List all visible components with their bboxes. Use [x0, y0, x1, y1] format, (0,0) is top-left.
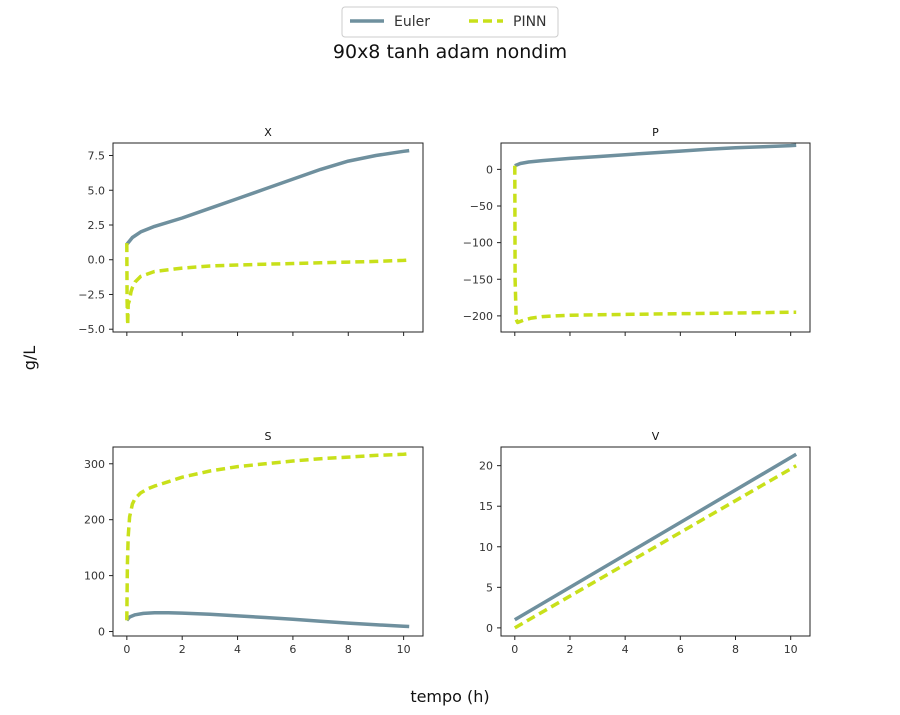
panel-title-s: S — [265, 430, 272, 443]
series-euler-line-v — [513, 452, 798, 622]
panel-title-v: V — [652, 430, 660, 443]
x-tick-label-v-2: 4 — [622, 643, 629, 656]
x-tick-label-v-5: 10 — [784, 643, 798, 656]
x-tick-label-s-4: 8 — [345, 643, 352, 656]
x-tick-label-v-4: 8 — [732, 643, 739, 656]
x-tick-label-v-3: 6 — [677, 643, 684, 656]
y-tick-label-x-5: 7.5 — [88, 150, 106, 163]
y-tick-label-p-0: 0 — [486, 163, 493, 176]
x-tick-label-s-5: 10 — [397, 643, 411, 656]
panel-title-p: P — [652, 126, 659, 139]
legend-box — [341, 6, 559, 38]
y-tick-label-x-2: 0.0 — [88, 254, 106, 267]
panel-v: 0 2 4 6 8 10 0 5 10 15 20 V — [479, 430, 811, 656]
x-tick-label-s-1: 2 — [179, 643, 186, 656]
legend-label-euler: Euler — [394, 14, 430, 30]
y-tick-label-v-4: 20 — [479, 460, 493, 473]
series-pinn-line-x — [125, 243, 410, 327]
series-euler-line-x — [125, 148, 410, 246]
x-tick-label-s-0: 0 — [123, 643, 130, 656]
y-tick-label-v-2: 10 — [479, 541, 493, 554]
x-tick-label-v-0: 0 — [511, 643, 518, 656]
y-tick-label-p-4: −200 — [463, 310, 493, 323]
plot-frame-x — [112, 142, 424, 333]
y-tick-label-x-3: 2.5 — [88, 219, 106, 232]
x-tick-label-v-1: 2 — [566, 643, 573, 656]
y-tick-label-s-1: 100 — [84, 570, 105, 583]
x-axis-label: tempo (h) — [410, 687, 489, 706]
y-tick-label-s-2: 200 — [84, 514, 105, 527]
plot-frame-v — [500, 446, 811, 637]
series-euler-line-s — [125, 611, 410, 629]
y-tick-label-s-0: 0 — [98, 626, 105, 639]
plot-frame-s — [112, 446, 424, 637]
series-pinn-line-v — [513, 464, 798, 630]
y-tick-label-s-3: 300 — [84, 458, 105, 471]
y-tick-label-x-4: 5.0 — [88, 184, 106, 197]
series-pinn-line-p — [513, 165, 797, 325]
y-tick-label-v-0: 0 — [486, 622, 493, 635]
y-tick-label-v-1: 5 — [486, 581, 493, 594]
panel-title-x: X — [264, 126, 272, 139]
plot-area-p — [501, 143, 810, 332]
y-tick-label-p-2: −100 — [463, 237, 493, 250]
y-tick-label-x-0: −5.0 — [78, 323, 105, 336]
legend: Euler PINN — [341, 6, 559, 38]
x-tick-label-s-2: 4 — [234, 643, 241, 656]
series-pinn-line-s — [125, 451, 410, 621]
y-tick-label-x-1: −2.5 — [78, 288, 105, 301]
y-axis-label: g/L — [20, 346, 39, 371]
y-tick-label-p-1: −50 — [470, 200, 493, 213]
y-tick-label-p-3: −150 — [463, 273, 493, 286]
plot-frame-p — [500, 142, 811, 333]
series-euler-line-p — [514, 143, 797, 168]
plot-area-s — [113, 447, 423, 636]
figure-title: 90x8 tanh adam nondim — [333, 41, 567, 63]
x-tick-label-s-3: 6 — [289, 643, 296, 656]
plot-area-x — [113, 143, 423, 332]
panel-p: 0 −50 −100 −150 −200 P — [463, 126, 811, 336]
legend-label-pinn: PINN — [513, 14, 547, 30]
y-tick-label-v-3: 15 — [479, 500, 493, 513]
panel-x: −5.0 −2.5 0.0 2.5 5.0 7.5 X — [78, 126, 424, 336]
